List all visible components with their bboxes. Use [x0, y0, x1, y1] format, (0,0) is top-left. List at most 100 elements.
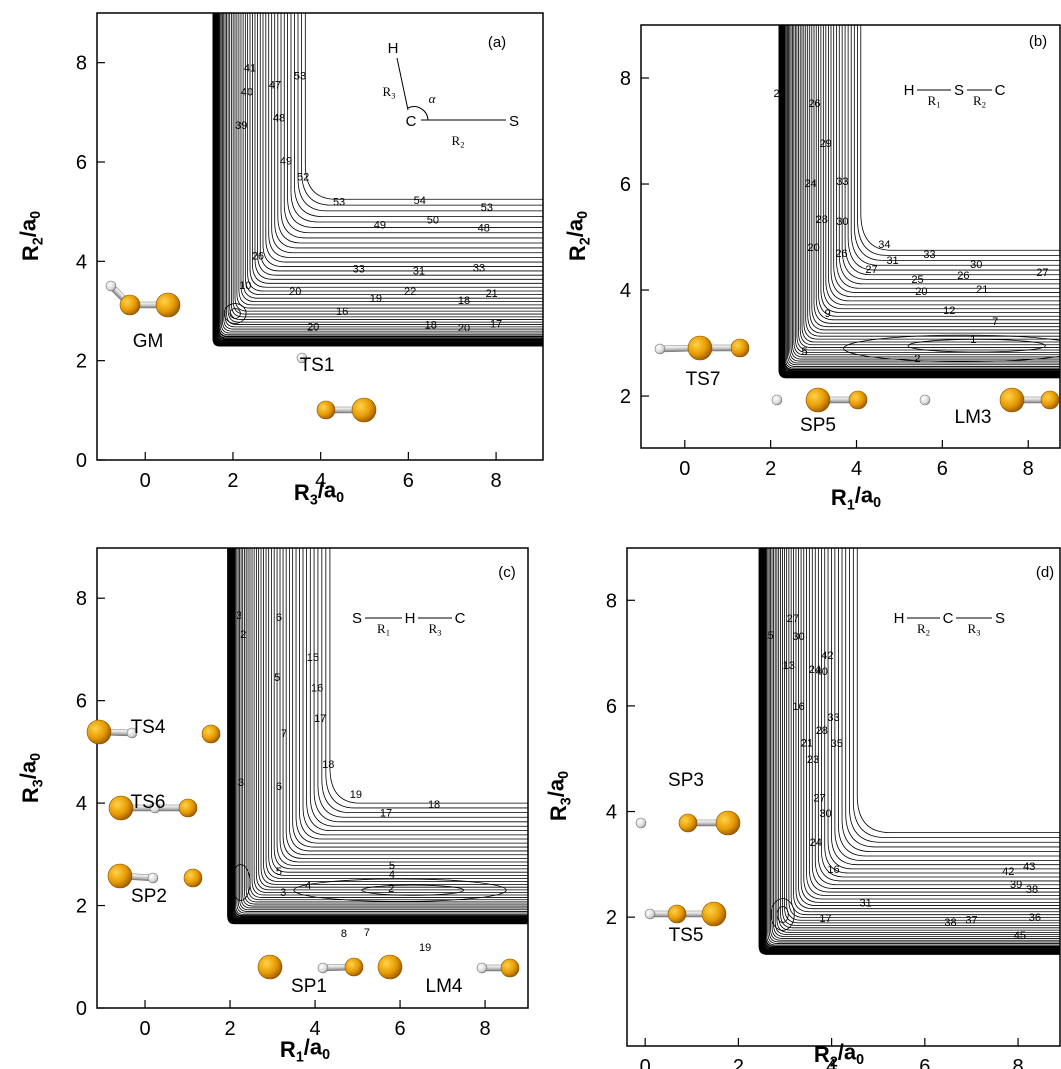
- contour-line: [240, 13, 543, 303]
- contour-label: 17: [490, 318, 502, 330]
- contour-line: [304, 13, 543, 200]
- x-tick-label: 0: [139, 1018, 150, 1040]
- angle-label: α: [429, 91, 437, 106]
- bond-label-sub: 2: [460, 140, 464, 150]
- hydrogen-atom: [919, 394, 931, 406]
- y-axis-label: R3/a0: [16, 753, 47, 803]
- contour-label: 19: [419, 942, 431, 954]
- contour-line: [774, 548, 1060, 935]
- contour-line: [781, 25, 1060, 374]
- contour-label: 5: [276, 866, 282, 878]
- contour-label: 34: [878, 239, 890, 251]
- sulfur-carbon-atom: [86, 719, 112, 745]
- contour-line: [764, 548, 1060, 948]
- contour-label: 33: [353, 263, 365, 275]
- x-tick-label: 2: [765, 458, 776, 480]
- contour-label: 50: [427, 215, 439, 227]
- sulfur-carbon-atom: [377, 954, 403, 980]
- x-axis-label: R3/a0: [294, 478, 344, 509]
- sulfur-carbon-atom: [316, 400, 336, 420]
- contour-label: 33: [827, 712, 839, 724]
- contour-line: [805, 25, 1060, 337]
- contour-line: [216, 13, 543, 341]
- contour-line: [836, 25, 1060, 289]
- contour-line: [258, 548, 528, 888]
- contour-label: 30: [836, 216, 848, 228]
- contour-label: 6: [276, 781, 282, 793]
- y-axis-label-part: /a: [563, 218, 588, 237]
- contour-line: [849, 548, 1060, 843]
- y-axis-label: R3/a0: [544, 771, 575, 821]
- contour-label: 23: [807, 754, 819, 766]
- y-axis-label-part: R: [565, 245, 590, 261]
- contour-line: [795, 548, 1060, 910]
- contour-line: [761, 548, 1060, 952]
- hydrogen-atom: [654, 343, 666, 355]
- contour-label: 21: [801, 737, 813, 749]
- bond-label: R1: [928, 93, 941, 110]
- x-axis-label-sub: 0: [873, 495, 881, 511]
- atom-label: S: [352, 610, 362, 627]
- contour-line: [252, 13, 543, 284]
- contour-line: [292, 548, 528, 848]
- x-tick-label: 0: [640, 1056, 651, 1069]
- x-tick-label: 4: [826, 1056, 837, 1069]
- contour-line: [282, 548, 528, 859]
- x-tick-label: 6: [394, 1018, 405, 1040]
- contour-line: [763, 548, 1060, 949]
- angle-arc: [407, 106, 429, 121]
- x-axis-label: R2/a0: [814, 1040, 864, 1069]
- sulfur-carbon-atom: [715, 810, 741, 836]
- y-axis-label-sub: 2: [30, 237, 46, 245]
- contour-label: 26: [957, 270, 969, 282]
- y-tick-label: 4: [620, 280, 631, 302]
- bond-label-sub: 1: [386, 628, 390, 638]
- contour-line: [313, 548, 528, 823]
- contour-label: 7: [281, 728, 287, 740]
- hydrogen-atom: [317, 962, 329, 974]
- contour-line: [770, 898, 795, 931]
- contour-line: [276, 548, 528, 866]
- contour-line: [233, 548, 528, 917]
- contour-line: [852, 548, 1060, 838]
- y-axis-label: R2/a0: [16, 211, 47, 261]
- plot-frame: [96, 547, 529, 1009]
- contour-line: [782, 548, 1060, 926]
- contour-line: [779, 25, 1060, 378]
- contour-line: [762, 548, 1060, 950]
- bond-label-part: R: [452, 133, 461, 148]
- contour-line: [242, 13, 543, 299]
- contour-label: 39: [1010, 879, 1022, 891]
- contour-line: [792, 25, 1060, 358]
- x-axis-label-part: /a: [855, 483, 874, 508]
- contour-line: [219, 13, 543, 336]
- contour-line: [811, 548, 1060, 889]
- contour-line: [770, 548, 1060, 941]
- contour-line: [801, 25, 1060, 343]
- plot-frame: [626, 547, 1061, 1047]
- x-tick-label: 4: [315, 470, 326, 492]
- contour-label: 13: [783, 660, 795, 672]
- contour-line: [217, 13, 543, 339]
- contour-line: [232, 548, 528, 918]
- contour-label: 27: [865, 264, 877, 276]
- contour-line: [361, 884, 465, 896]
- x-tick-label: 6: [937, 458, 948, 480]
- contour-line: [824, 548, 1060, 874]
- contour-label: 33: [473, 262, 485, 274]
- sulfur-carbon-atom: [500, 958, 520, 978]
- contour-line: [224, 13, 543, 328]
- atom-label: H: [388, 40, 399, 57]
- contour-line: [285, 548, 528, 856]
- bond-label-part: R: [973, 93, 982, 108]
- contour-line: [817, 548, 1060, 882]
- contour-label: 27: [787, 613, 799, 625]
- contour-label: 20: [307, 321, 319, 333]
- bond-label-sub: 3: [976, 628, 980, 638]
- contour-label: 53: [481, 202, 493, 214]
- bond-label-part: R: [917, 621, 926, 636]
- contour-line: [223, 303, 247, 324]
- hydrogen-atom: [476, 962, 488, 974]
- contour-line: [280, 13, 543, 239]
